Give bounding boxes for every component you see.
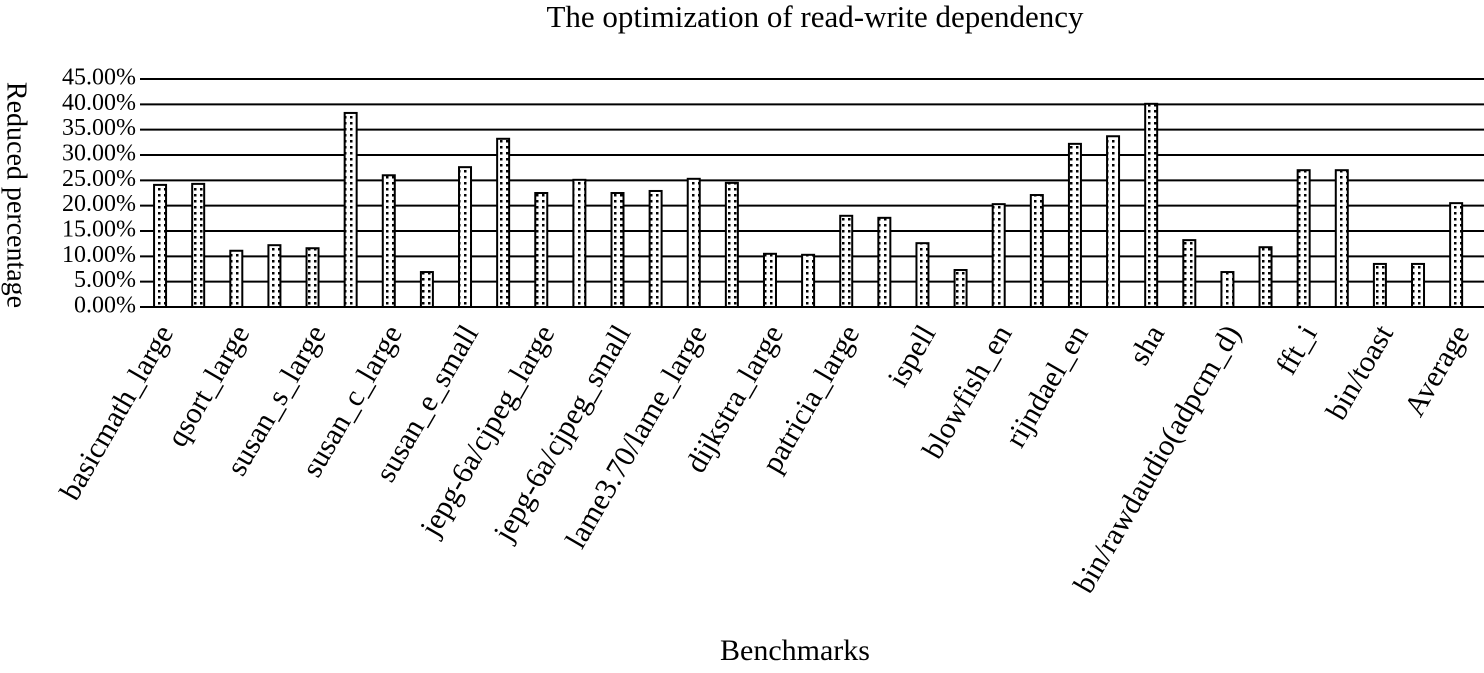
- bar: [1372, 262, 1387, 308]
- bar: [1029, 194, 1044, 309]
- bar: [153, 183, 168, 308]
- bar: [1106, 135, 1121, 308]
- x-axis-label: Benchmarks: [720, 634, 870, 667]
- bar: [991, 203, 1006, 308]
- y-tick-label: 35.00%: [62, 115, 136, 141]
- bar: [724, 181, 739, 308]
- bar: [1067, 142, 1082, 308]
- bar: [267, 244, 282, 308]
- bar: [801, 253, 816, 309]
- chart-title: The optimization of read-write dependenc…: [546, 0, 1084, 34]
- x-tick-label: bin/rawdaudio(adpcm_d): [1067, 319, 1247, 598]
- x-tick-label: ispell: [881, 319, 942, 392]
- bar: [1144, 102, 1159, 309]
- bar: [839, 214, 854, 308]
- x-tick-label: lame3.70/lame_large: [559, 319, 714, 554]
- bar: [419, 271, 434, 309]
- x-tick-label: jepg-6a/cjpeg_large: [413, 319, 561, 542]
- y-tick-label: 15.00%: [62, 217, 136, 243]
- bar: [1258, 246, 1273, 308]
- x-tick-label: basicmath_large: [53, 319, 180, 505]
- bar: [458, 166, 473, 308]
- bar: [648, 189, 663, 308]
- plot-area: 0.00%5.00%10.00%15.00%20.00%25.00%30.00%…: [53, 65, 1484, 599]
- bar: [343, 111, 358, 308]
- y-tick-label: 30.00%: [62, 141, 136, 167]
- x-tick-label: fft_i: [1270, 319, 1324, 380]
- bar: [1449, 202, 1464, 308]
- y-tick-label: 25.00%: [62, 166, 136, 192]
- bar: [877, 216, 892, 308]
- bar: [610, 192, 625, 308]
- bar: [381, 174, 396, 308]
- y-tick-label: 10.00%: [62, 242, 136, 268]
- bar: [953, 269, 968, 309]
- bar: [915, 242, 930, 309]
- bar: [1334, 169, 1349, 308]
- bar: [686, 177, 701, 308]
- y-tick-label: 40.00%: [62, 90, 136, 116]
- bar: [534, 192, 549, 308]
- bar: [191, 182, 206, 309]
- bar: [1220, 271, 1235, 309]
- x-tick-label: sha: [1123, 319, 1172, 370]
- bar: [762, 252, 777, 309]
- y-tick-label: 5.00%: [74, 267, 136, 293]
- bar: [1182, 239, 1197, 308]
- y-tick-label: 20.00%: [62, 191, 136, 217]
- bar: [572, 178, 587, 308]
- bar: [1296, 169, 1311, 308]
- y-axis-label: Reduced percentage: [1, 82, 32, 308]
- x-tick-label: jepg-6a/cjpeg_small: [487, 319, 638, 547]
- bar: [229, 249, 244, 308]
- bar: [305, 247, 320, 309]
- bar: [496, 137, 511, 308]
- x-tick-label: Average: [1398, 319, 1476, 422]
- y-tick-label: 0.00%: [74, 293, 136, 319]
- bar: [1411, 262, 1426, 308]
- y-tick-label: 45.00%: [62, 65, 136, 91]
- x-tick-label: bin/toast: [1320, 319, 1401, 426]
